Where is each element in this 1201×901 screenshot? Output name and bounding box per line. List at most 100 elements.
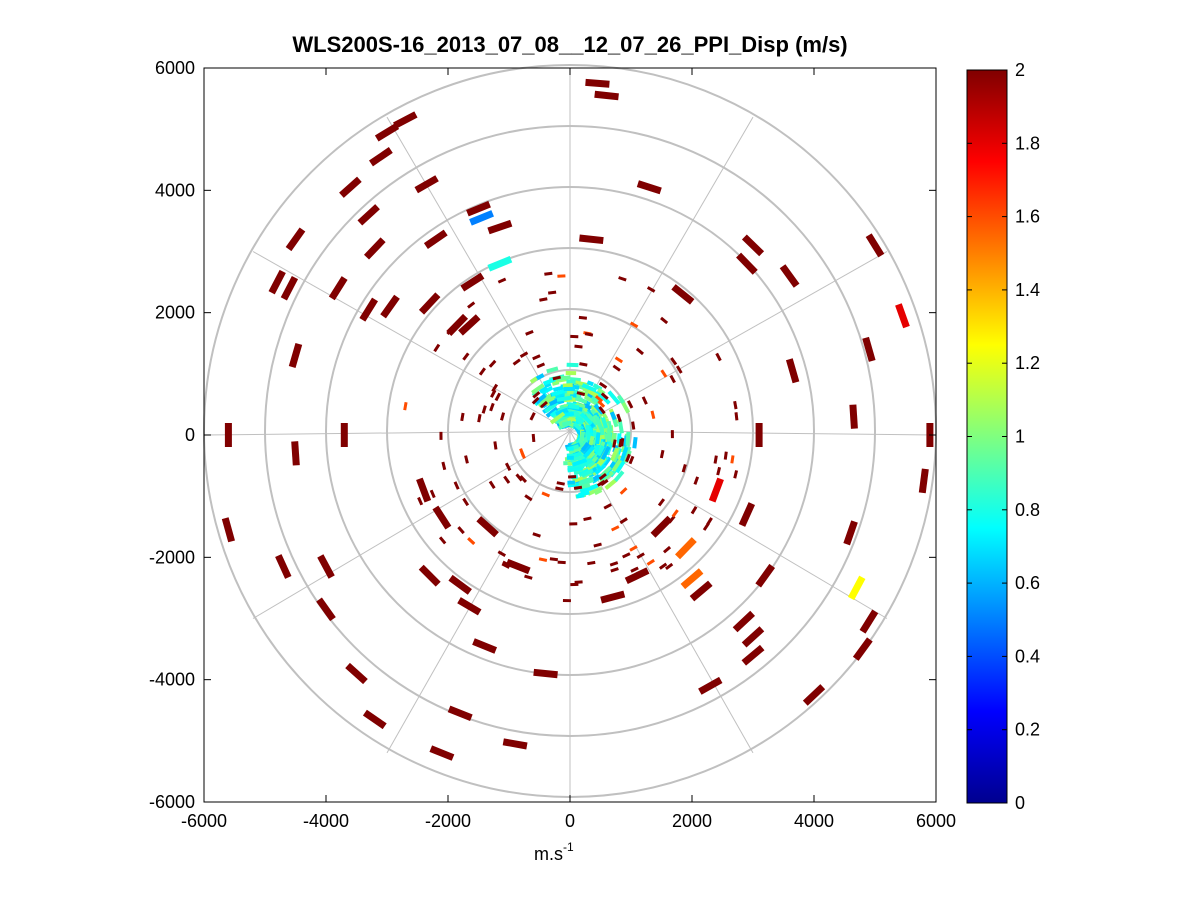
scan-point — [865, 233, 885, 258]
near-field-gate — [579, 458, 593, 469]
scan-point — [369, 147, 393, 167]
range-ring — [264, 125, 876, 737]
scatter-gate — [574, 344, 583, 349]
scan-point — [852, 637, 873, 661]
scan-point — [224, 423, 232, 447]
near-field-gate — [613, 470, 625, 483]
scatter-gate — [525, 329, 534, 336]
scatter-gate — [669, 374, 676, 384]
scatter-gate — [488, 359, 497, 368]
scatter-gate — [629, 545, 638, 552]
scatter-gate — [659, 449, 665, 459]
scatter-gate — [690, 505, 698, 515]
scan-point — [447, 705, 473, 721]
scatter-gate — [646, 286, 656, 293]
scatter-gate — [478, 367, 486, 376]
scan-point — [779, 264, 800, 288]
near-field-gate — [565, 371, 577, 376]
scatter-gate — [619, 517, 628, 525]
scatter-gate — [541, 491, 551, 498]
near-field-gate — [581, 383, 597, 393]
scatter-gate — [715, 352, 722, 362]
scatter-gate — [598, 381, 608, 389]
scatter-gate — [671, 509, 679, 518]
scan-point — [418, 564, 441, 587]
near-field-gate — [578, 490, 590, 497]
scatter-gate — [596, 479, 606, 487]
scan-point — [636, 180, 662, 195]
scatter-gate — [670, 357, 678, 366]
colorbar-tick-label: 1.8 — [1015, 133, 1040, 153]
scatter-gate — [681, 464, 687, 473]
scan-point — [671, 284, 695, 305]
near-field-gate — [579, 431, 586, 444]
x-axis-label: m.s-1 — [534, 840, 574, 864]
range-ring — [447, 308, 693, 554]
scan-point — [288, 342, 303, 368]
scatter-gate — [675, 365, 683, 374]
scatter-gate — [612, 364, 621, 372]
scatter-gate — [713, 455, 718, 464]
near-field-gate — [594, 415, 604, 431]
x-axis-label-base: m.s — [534, 844, 563, 864]
near-field-gate — [586, 460, 596, 469]
near-field-gate — [567, 390, 574, 395]
near-field-gate — [609, 411, 617, 421]
x-tick-label: -4000 — [303, 811, 349, 831]
x-tick-label: 2000 — [672, 811, 712, 831]
near-field-gate — [601, 418, 609, 429]
scatter-gate — [524, 494, 533, 502]
scan-point — [918, 468, 929, 494]
scatter-gate — [614, 356, 624, 364]
scatter-gate — [531, 433, 536, 443]
near-field-gate — [561, 420, 572, 427]
x-tick-label: 4000 — [794, 811, 834, 831]
scatter-gate — [610, 525, 620, 532]
scatter-gate — [578, 315, 588, 320]
scatter-gate — [573, 485, 583, 490]
near-field-gate — [542, 377, 556, 386]
scan-point — [755, 563, 776, 588]
scatter-gate — [646, 558, 655, 566]
scatter-gate — [616, 413, 622, 423]
scatter-gate — [462, 497, 470, 507]
scatter-gate — [481, 405, 487, 414]
scan-point — [339, 176, 362, 198]
scan-point — [466, 200, 491, 217]
near-field-gate — [569, 454, 585, 463]
scatter-gate — [723, 451, 728, 460]
near-field-gate — [546, 366, 559, 374]
scan-point — [374, 123, 400, 142]
scan-point — [393, 111, 418, 129]
scatter-gate — [467, 301, 476, 309]
scan-point — [345, 662, 368, 685]
scatter-gate — [662, 545, 672, 554]
scatter-gate — [627, 400, 634, 409]
scatter-gate — [519, 448, 525, 457]
scan-point — [429, 745, 455, 761]
scatter-gate — [593, 542, 602, 548]
scatter-gate — [570, 334, 579, 339]
near-field-gate — [594, 463, 607, 475]
scatter-gate — [453, 481, 460, 490]
scan-point — [487, 219, 513, 235]
scatter-gate — [583, 516, 592, 522]
near-field-gate — [610, 447, 620, 462]
near-field-gate — [563, 386, 575, 391]
scatter-gate — [490, 389, 497, 398]
near-field-gate — [592, 474, 601, 482]
scatter-gate — [433, 343, 441, 353]
range-ring — [508, 369, 632, 493]
y-tick-label: -2000 — [149, 547, 195, 567]
colorbar-tick-label: 1.6 — [1015, 207, 1040, 227]
scan-point — [624, 567, 650, 585]
scan-point — [340, 423, 348, 447]
near-field-gate — [568, 404, 580, 410]
near-field-gate — [535, 373, 545, 381]
near-field-gate — [551, 389, 566, 397]
scatter-gate — [519, 475, 528, 483]
near-field-gate — [566, 362, 579, 368]
near-field-gate — [572, 421, 582, 431]
scan-point — [698, 676, 723, 695]
scan-data — [221, 78, 934, 761]
